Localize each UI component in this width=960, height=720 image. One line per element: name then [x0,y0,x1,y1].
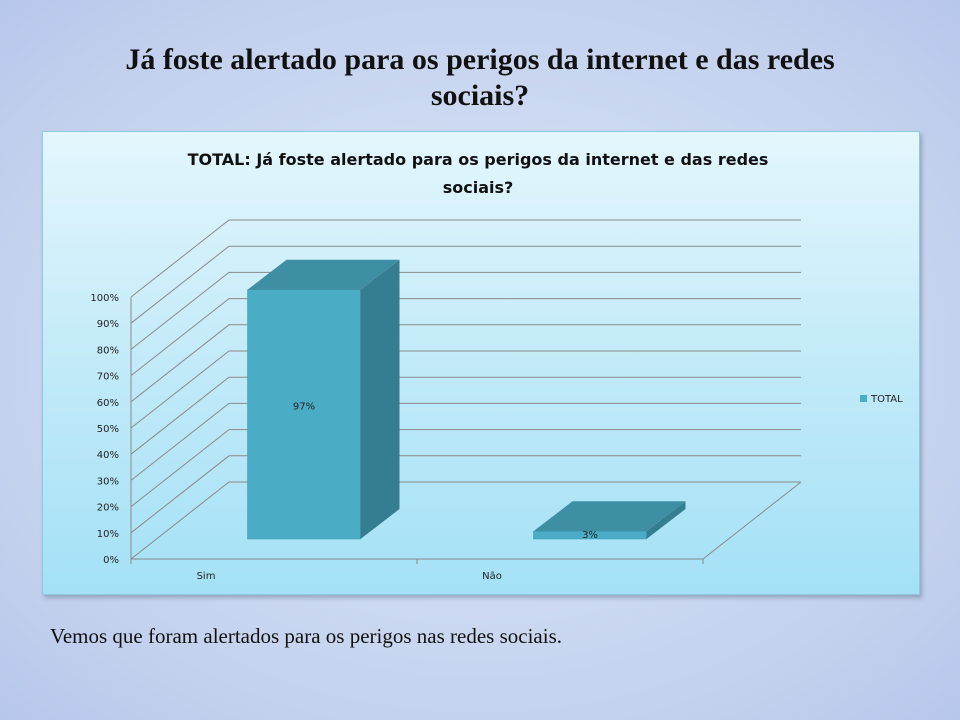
gridline [130,324,801,403]
legend-label: TOTAL [870,394,903,405]
bar-side [360,259,400,539]
y-tick-label: 60% [97,398,119,409]
y-tick-label: 30% [97,476,119,487]
bar-top [533,501,686,532]
bar-top [247,259,400,290]
data-label: 97% [293,401,315,412]
y-tick-label: 10% [97,529,119,540]
gridline [130,245,801,324]
slide-title: Já foste alertado para os perigos da int… [125,43,835,112]
legend-swatch [860,395,867,402]
gridline [130,350,801,429]
y-tick-label: 100% [90,293,119,304]
chart-title-line-2: sociais? [443,178,514,197]
gridline [130,402,801,481]
y-tick-label: 40% [97,450,119,461]
bar-front [247,289,361,540]
chart-bars [247,259,686,540]
gridline [130,429,801,507]
slide-caption: Vemos que foram alertados para os perigo… [50,624,563,648]
bar-side [646,501,686,539]
gridline [130,481,801,560]
y-tick-label: 0% [103,555,119,566]
y-tick-label: 90% [97,319,119,330]
chart-title-line-1: TOTAL: Já foste alertado para os perigos… [188,150,769,169]
x-tick-label: Sim [197,571,216,582]
gridline [130,219,801,298]
chart-legend: TOTAL [860,394,903,405]
y-tick-label: 70% [97,372,119,383]
gridline [130,376,801,455]
bar-chart: TOTAL: Já foste alertado para os perigos… [90,150,903,582]
gridline [130,455,801,534]
x-tick-label: Não [482,571,502,582]
gridline [130,271,801,350]
y-tick-label: 80% [97,345,119,356]
data-label: 3% [582,530,598,541]
chart-grid [130,219,802,564]
floor-edge [131,481,802,560]
chart-labels: 0% 10% 20% 30% 40% 50% 60% 70% 80% 90% 100% 97% Sim 3… [90,293,598,582]
y-tick-label: 50% [97,424,119,435]
gridline [130,298,801,376]
y-tick-label: 20% [97,503,119,514]
chart-frame: TOTAL: Já foste alertado para os perigos… [42,131,920,595]
